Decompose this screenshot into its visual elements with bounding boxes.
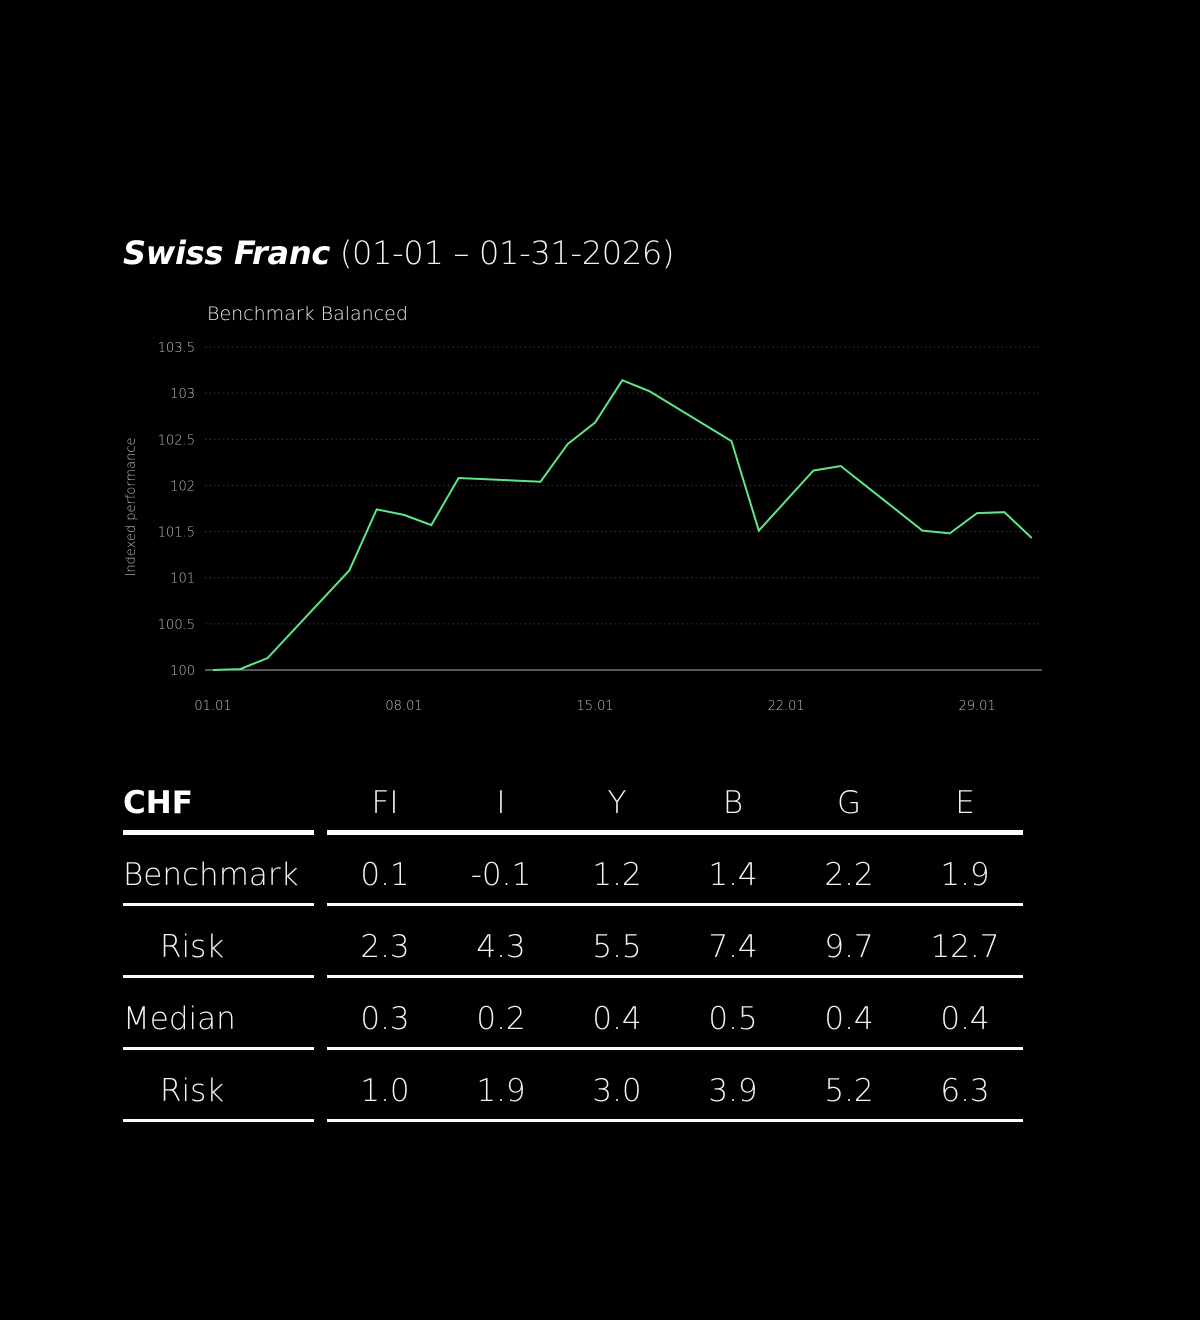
column-header: Y — [607, 785, 627, 821]
table-cell: 0.3 — [360, 1001, 410, 1037]
table-cell: 0.2 — [476, 1001, 526, 1037]
row-divider-right — [327, 975, 1023, 978]
y-tick-label: 100.5 — [158, 618, 195, 633]
row-divider-left — [123, 975, 314, 978]
table-cell: 3.9 — [708, 1073, 758, 1109]
table-cell: 3.0 — [592, 1073, 642, 1109]
header-divider-left — [123, 830, 314, 835]
table-row: Benchmark 0.1 -0.1 1.2 1.4 2.2 1.9 — [123, 847, 1023, 919]
grid-lines — [205, 346, 1042, 625]
row-divider-right — [327, 1119, 1023, 1122]
table-cell: 5.2 — [824, 1073, 874, 1109]
table-cell: 1.2 — [592, 857, 642, 893]
x-tick-label: 15.01 — [576, 699, 613, 714]
performance-table: CHF FI I Y B G E Benchmark 0.1 -0.1 1.2 … — [123, 775, 1023, 1135]
series-title: Benchmark Balanced — [207, 303, 408, 325]
table-cell: 9.7 — [824, 929, 874, 965]
table-cell: 0.4 — [592, 1001, 642, 1037]
table-cell: 1.4 — [708, 857, 758, 893]
y-tick-label: 101.5 — [158, 526, 195, 541]
row-divider-right — [327, 903, 1023, 906]
row-label: Risk — [160, 1073, 225, 1109]
y-tick-label: 102 — [170, 479, 195, 494]
table-cell: 0.4 — [940, 1001, 990, 1037]
table-row: Risk 2.3 4.3 5.5 7.4 9.7 12.7 — [123, 919, 1023, 991]
column-header: I — [496, 785, 506, 821]
table-cell: 2.3 — [360, 929, 410, 965]
table-cell: 12.7 — [930, 929, 1000, 965]
chart-title: Swiss Franc (01-01 – 01-31-2026) — [123, 234, 674, 272]
table-cell: 4.3 — [476, 929, 526, 965]
currency-name: Swiss Franc — [123, 234, 330, 272]
row-label: Benchmark — [123, 857, 299, 893]
table-cell: 1.9 — [476, 1073, 526, 1109]
table-row: Risk 1.0 1.9 3.0 3.9 5.2 6.3 — [123, 1063, 1023, 1135]
row-divider-left — [123, 1047, 314, 1050]
x-axis-ticks: 01.01 08.01 15.01 22.01 29.01 — [194, 699, 995, 714]
row-divider-right — [327, 1047, 1023, 1050]
table-cell: -0.1 — [470, 857, 532, 893]
header-divider-right — [327, 830, 1023, 835]
y-tick-label: 101 — [170, 572, 195, 587]
y-tick-label: 103.5 — [158, 341, 195, 356]
line-chart: Benchmark Balanced Indexed performance 1… — [124, 303, 1042, 714]
table-row: Median 0.3 0.2 0.4 0.5 0.4 0.4 — [123, 991, 1023, 1063]
column-header: B — [722, 785, 744, 821]
y-tick-label: 103 — [170, 387, 195, 402]
x-tick-label: 22.01 — [767, 699, 804, 714]
table-cell: 7.4 — [708, 929, 758, 965]
table-cell: 0.4 — [824, 1001, 874, 1037]
column-header: E — [955, 785, 975, 821]
table-cell: 1.9 — [940, 857, 990, 893]
column-header: G — [836, 785, 862, 821]
x-tick-label: 08.01 — [385, 699, 422, 714]
row-divider-left — [123, 903, 314, 906]
y-tick-label: 100 — [170, 664, 195, 679]
table-cell: 0.1 — [360, 857, 410, 893]
table-cell: 0.5 — [708, 1001, 758, 1037]
table-header-row: CHF FI I Y B G E — [123, 775, 1023, 847]
row-divider-left — [123, 1119, 314, 1122]
table-cell: 2.2 — [824, 857, 874, 893]
date-range: (01-01 – 01-31-2026) — [339, 234, 675, 272]
table-cell: 5.5 — [592, 929, 642, 965]
x-tick-label: 29.01 — [959, 699, 996, 714]
row-label: Risk — [160, 929, 225, 965]
y-axis-ticks: 100 100.5 101 101.5 102 102.5 103 103.5 — [158, 341, 195, 679]
table-cell: 1.0 — [360, 1073, 410, 1109]
column-header: FI — [371, 785, 399, 821]
row-label: Median — [123, 1001, 236, 1037]
table-cell: 6.3 — [940, 1073, 990, 1109]
y-axis-label: Indexed performance — [124, 437, 139, 576]
x-tick-label: 01.01 — [194, 699, 231, 714]
table-corner-label: CHF — [123, 785, 193, 821]
series-line — [212, 378, 1033, 671]
y-tick-label: 102.5 — [158, 433, 195, 448]
